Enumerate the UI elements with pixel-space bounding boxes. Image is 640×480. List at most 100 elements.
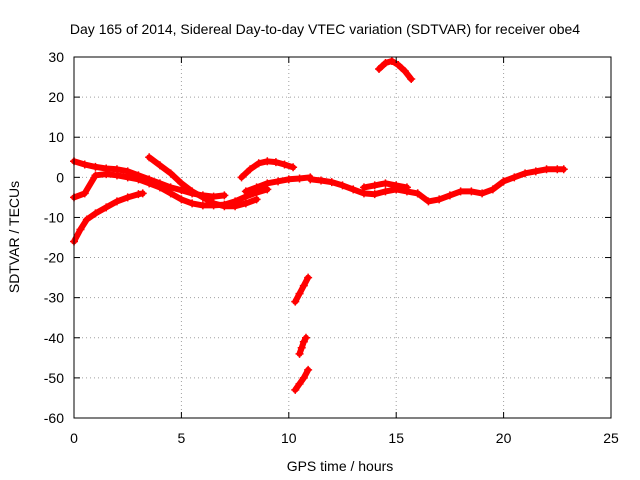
series-arc-peak-at-3p5 (145, 153, 261, 211)
data-point (542, 165, 551, 174)
data-point (301, 333, 310, 342)
data-point (252, 183, 261, 192)
data-point (284, 175, 293, 184)
data-point (349, 185, 358, 194)
data-point (231, 202, 240, 211)
data-point (445, 191, 454, 200)
series-line (292, 274, 312, 305)
data-point (91, 171, 100, 180)
data-point (280, 160, 289, 169)
data-point (559, 165, 568, 174)
data-point (241, 187, 250, 196)
plot-frame (73, 56, 612, 419)
data-point (123, 193, 132, 202)
data-point (456, 187, 465, 196)
data-point (370, 190, 379, 199)
data-point (304, 365, 313, 374)
data-point (138, 189, 147, 198)
data-point (291, 297, 300, 306)
data-series (70, 57, 568, 394)
series-arc-afternoon (413, 165, 568, 206)
data-point (91, 162, 100, 171)
series-arc-high-near-15 (375, 57, 416, 84)
series-segment-minus30 (291, 273, 313, 306)
data-point (209, 192, 218, 201)
data-point (467, 187, 476, 196)
data-point (237, 173, 246, 182)
y-tick-label: -60 (44, 410, 64, 426)
series-line (292, 366, 312, 393)
data-point (304, 273, 313, 282)
series-line (71, 190, 146, 245)
data-point (188, 199, 197, 208)
data-point (317, 176, 326, 185)
x-tick-label: 20 (496, 430, 512, 446)
data-point (394, 61, 403, 70)
data-point (338, 181, 347, 190)
data-point (220, 202, 229, 211)
y-tick-label: 20 (48, 89, 64, 105)
data-point (531, 167, 540, 176)
data-point (209, 199, 218, 208)
series-segment-minus42 (295, 333, 310, 358)
data-point (295, 379, 304, 388)
series-arc-rising-from-minus16 (70, 189, 147, 246)
data-point (488, 185, 497, 194)
y-tick-label: -10 (44, 209, 64, 225)
data-point (499, 177, 508, 186)
data-point (112, 171, 121, 180)
data-point (478, 189, 487, 198)
data-point (299, 337, 308, 346)
data-point (80, 189, 89, 198)
data-point (381, 187, 390, 196)
y-tick-label: 30 (48, 49, 64, 65)
x-axis-label: GPS time / hours (287, 458, 394, 474)
data-point (521, 169, 530, 178)
data-point (177, 186, 186, 195)
data-point (198, 193, 207, 202)
data-point (381, 179, 390, 188)
series-line (296, 334, 309, 357)
data-point (387, 57, 396, 66)
data-point (91, 209, 100, 218)
data-point (263, 179, 272, 188)
data-point (370, 181, 379, 190)
y-axis-label: SDTVAR / TECUs (6, 181, 22, 293)
data-point (413, 189, 422, 198)
data-point (102, 170, 111, 179)
data-point (198, 201, 207, 210)
data-point (241, 199, 250, 208)
data-point (145, 153, 154, 162)
data-point (381, 59, 390, 68)
data-point (134, 175, 143, 184)
grid (74, 57, 611, 418)
y-tick-label: -20 (44, 250, 64, 266)
y-tick-label: 0 (56, 169, 64, 185)
data-point (252, 195, 261, 204)
x-tick-label: 10 (281, 430, 297, 446)
data-point (375, 65, 384, 74)
y-tick-label: -40 (44, 330, 64, 346)
data-point (246, 165, 255, 174)
data-point (155, 183, 164, 192)
data-point (76, 225, 85, 234)
data-point (145, 179, 154, 188)
data-point (263, 157, 272, 166)
data-point (177, 195, 186, 204)
data-point (177, 179, 186, 188)
data-point (359, 183, 368, 192)
axis-ticks: 0 5 10 15 20 25 -60 -50 -40 -30 -20 -10 0 10 20 30 (44, 49, 619, 446)
data-point (295, 349, 304, 358)
data-point (134, 190, 143, 199)
data-point (299, 281, 308, 290)
data-point (295, 174, 304, 183)
data-point (402, 183, 411, 192)
data-point (80, 160, 89, 169)
data-point (400, 67, 409, 76)
data-point (102, 203, 111, 212)
data-point (254, 159, 263, 168)
data-point (112, 197, 121, 206)
data-point (274, 177, 283, 186)
data-point (166, 169, 175, 178)
